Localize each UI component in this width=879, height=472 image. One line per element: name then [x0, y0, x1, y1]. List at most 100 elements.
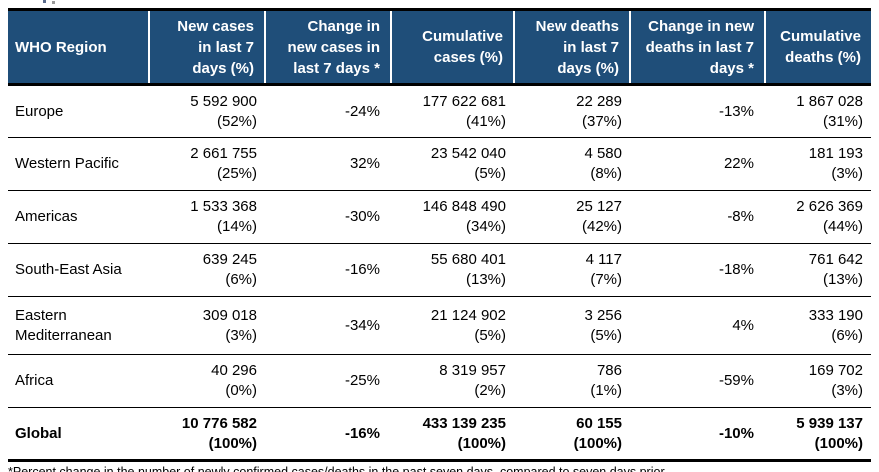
cumulative-cases-cell: 23 542 040 (5%) [391, 138, 514, 191]
table-row-eastern-mediterranean: Eastern Mediterranean 309 018 (3%) -34% … [8, 297, 871, 355]
value: 55 680 401 [430, 251, 506, 268]
new-deaths-cell: 22 289 (37%) [514, 85, 630, 138]
percent: (14%) [216, 218, 257, 235]
value: 40 296 [211, 362, 257, 379]
change-deaths-cell: -59% [718, 372, 754, 389]
table-row-south-east-asia: South-East Asia 639 245 (6%) -16% 55 680… [8, 244, 871, 297]
region-cell: Eastern Mediterranean [15, 306, 112, 344]
new-cases-cell: 5 592 900 (52%) [149, 85, 265, 138]
new-cases-cell: 309 018 (3%) [149, 297, 265, 355]
change-cases-cell: -16% [344, 261, 380, 278]
value: 333 190 [808, 306, 863, 324]
table-row-africa: Africa 40 296 (0%) -25% 8 319 957 (2%) 7… [8, 355, 871, 408]
cumulative-cases-cell: 55 680 401 (13%) [391, 244, 514, 297]
percent: (2%) [474, 382, 506, 399]
percent: (5%) [474, 326, 506, 344]
column-header-who-region: WHO Region [8, 8, 149, 86]
percent: (25%) [216, 165, 257, 182]
percent: (100%) [457, 434, 506, 452]
footnote: *Percent change in the number of newly c… [8, 465, 665, 472]
value: 169 702 [808, 362, 863, 379]
cumulative-deaths-cell: 5 939 137 (100%) [765, 408, 871, 461]
value: 4 580 [584, 145, 622, 162]
column-header-new-deaths: New deaths in last 7 days (%) [513, 8, 630, 86]
header-row: WHO Region New cases in last 7 days (%) … [8, 8, 871, 86]
new-deaths-cell: 4 580 (8%) [514, 138, 630, 191]
percent: (3%) [831, 165, 863, 182]
cumulative-deaths-cell: 1 867 028 (31%) [765, 85, 871, 138]
percent: (13%) [822, 271, 863, 288]
new-cases-cell: 639 245 (6%) [149, 244, 265, 297]
new-cases-cell: 40 296 (0%) [149, 355, 265, 408]
clipped-text-artifact [43, 0, 57, 4]
value: 786 [596, 362, 622, 379]
table-row-americas: Americas 1 533 368 (14%) -30% 146 848 49… [8, 191, 871, 244]
value: 23 542 040 [430, 145, 506, 162]
percent: (5%) [590, 326, 622, 344]
value: 5 939 137 [796, 414, 863, 432]
who-region-table: WHO Region New cases in last 7 days (%) … [8, 8, 871, 462]
new-deaths-cell: 3 256 (5%) [514, 297, 630, 355]
percent: (7%) [590, 271, 622, 288]
value: 60 155 [576, 414, 622, 432]
cumulative-cases-cell: 21 124 902 (5%) [391, 297, 514, 355]
value: 21 124 902 [430, 306, 506, 324]
cumulative-deaths-cell: 2 626 369 (44%) [765, 191, 871, 244]
new-cases-cell: 1 533 368 (14%) [149, 191, 265, 244]
percent: (37%) [581, 112, 622, 130]
value: 309 018 [202, 306, 257, 324]
table-row-western-pacific: Western Pacific 2 661 755 (25%) 32% 23 5… [8, 138, 871, 191]
percent: (8%) [590, 165, 622, 182]
new-cases-cell: 10 776 582 (100%) [149, 408, 265, 461]
value: 8 319 957 [439, 362, 506, 379]
cumulative-deaths-cell: 169 702 (3%) [765, 355, 871, 408]
value: 1 867 028 [796, 92, 863, 110]
new-deaths-cell: 786 (1%) [514, 355, 630, 408]
region-cell: Global [15, 424, 62, 442]
percent: (34%) [465, 218, 506, 235]
column-header-cumulative-cases: Cumulative cases (%) [390, 8, 514, 86]
value: 639 245 [202, 251, 257, 268]
percent: (6%) [225, 271, 257, 288]
change-deaths-cell: 22% [723, 155, 754, 172]
percent: (1%) [590, 382, 622, 399]
change-deaths-cell: 4% [732, 316, 754, 334]
value: 4 117 [585, 251, 622, 268]
column-header-change-new-cases: Change in new cases in last 7 days * [264, 8, 391, 86]
change-deaths-cell: -18% [718, 261, 754, 278]
change-cases-cell: -24% [344, 102, 380, 120]
value: 5 592 900 [190, 92, 257, 110]
artifact-mark [43, 0, 46, 3]
change-deaths-cell: -13% [718, 102, 754, 120]
value: 3 256 [584, 306, 622, 324]
region-cell: Americas [15, 208, 78, 225]
value: 761 642 [808, 251, 863, 268]
change-cases-cell: -25% [344, 372, 380, 389]
cumulative-deaths-cell: 333 190 (6%) [765, 297, 871, 355]
change-cases-cell: -16% [344, 424, 380, 442]
new-cases-cell: 2 661 755 (25%) [149, 138, 265, 191]
percent: (6%) [831, 326, 863, 344]
percent: (5%) [474, 165, 506, 182]
cumulative-deaths-cell: 761 642 (13%) [765, 244, 871, 297]
percent: (52%) [216, 112, 257, 130]
cumulative-cases-cell: 146 848 490 (34%) [391, 191, 514, 244]
cumulative-deaths-cell: 181 193 (3%) [765, 138, 871, 191]
value: 10 776 582 [181, 414, 257, 432]
percent: (42%) [581, 218, 622, 235]
cumulative-cases-cell: 8 319 957 (2%) [391, 355, 514, 408]
value: 25 127 [576, 198, 622, 215]
value: 1 533 368 [190, 198, 257, 215]
new-deaths-cell: 4 117 (7%) [514, 244, 630, 297]
value: 2 661 755 [190, 145, 257, 162]
percent: (31%) [822, 112, 863, 130]
region-cell: Western Pacific [15, 155, 119, 172]
percent: (100%) [573, 434, 622, 452]
percent: (44%) [822, 218, 863, 235]
change-deaths-cell: -10% [718, 424, 754, 442]
change-cases-cell: -34% [344, 316, 380, 334]
change-deaths-cell: -8% [727, 208, 754, 225]
percent: (0%) [225, 382, 257, 399]
value: 181 193 [808, 145, 863, 162]
